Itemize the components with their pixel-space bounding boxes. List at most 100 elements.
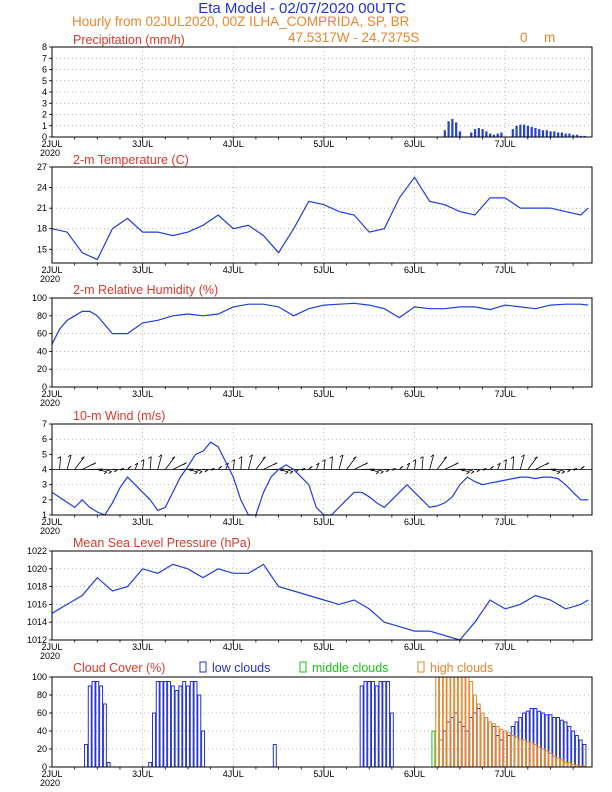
wind-barb bbox=[519, 454, 525, 470]
y-tick-label: 3 bbox=[42, 480, 47, 490]
panel-4: 1 2 3 4 5 6 7 2JUL 3JUL 4JUL 5JUL 6JUL 7JUL 2020 10-m … bbox=[40, 409, 593, 536]
wind-barb bbox=[97, 469, 108, 473]
x-tick-label: 7JUL bbox=[495, 389, 516, 399]
precip-bar bbox=[560, 132, 563, 137]
precip-bar bbox=[443, 130, 446, 137]
wind-barb-flag bbox=[497, 462, 501, 466]
y-tick-label: 5 bbox=[42, 76, 47, 86]
y-tick-label: 5 bbox=[42, 449, 47, 459]
panel-title: 2-m Temperature (C) bbox=[73, 153, 189, 167]
middle-cloud-bar bbox=[431, 730, 436, 768]
low-cloud-bar bbox=[382, 681, 387, 768]
precip-bar bbox=[485, 131, 488, 137]
wind-barb bbox=[557, 469, 565, 472]
wind-barb bbox=[331, 456, 333, 470]
wind-barb bbox=[255, 456, 266, 470]
y-tick-label: 20 bbox=[37, 364, 47, 374]
precip-bar bbox=[481, 129, 484, 137]
high-cloud-bar bbox=[537, 746, 542, 768]
x-tick-label: 6JUL bbox=[404, 642, 425, 652]
elevation-value: 0 bbox=[520, 30, 528, 45]
plot-frame bbox=[51, 550, 593, 641]
precip-bar bbox=[515, 125, 518, 137]
legend-high-swatch bbox=[417, 661, 425, 673]
chart-title: Eta Model - 02/07/2020 00UTC bbox=[198, 0, 406, 17]
high-cloud-bar bbox=[522, 739, 527, 768]
low-cloud-bar bbox=[170, 685, 175, 768]
precip-bar bbox=[523, 124, 526, 137]
high-cloud-bar bbox=[495, 726, 500, 768]
y-tick-label: 6 bbox=[42, 434, 47, 444]
y-tick-label: 1 bbox=[42, 121, 47, 131]
low-cloud-bar bbox=[99, 685, 104, 768]
panel-5: 1012 1014 1016 1018 1020 1022 2JUL 3JUL 4JUL 5JUL… bbox=[27, 536, 593, 661]
wind-barb bbox=[187, 469, 198, 473]
wind-barb bbox=[414, 459, 417, 470]
wind-barb-flag bbox=[198, 471, 203, 474]
high-cloud-bar bbox=[556, 757, 560, 768]
x-tick-label: 3JUL bbox=[132, 139, 153, 149]
low-cloud-bar bbox=[389, 712, 394, 768]
wind-barb-flag bbox=[352, 456, 357, 460]
y-tick-label: 60 bbox=[37, 708, 47, 718]
x-tick-label: 2JUL bbox=[41, 517, 62, 527]
wind-barb-flag bbox=[190, 468, 194, 472]
wind-barb bbox=[369, 469, 380, 473]
precip-bar bbox=[477, 128, 480, 137]
wind-barb bbox=[376, 469, 384, 472]
wind-barb bbox=[66, 454, 72, 470]
plot-frame bbox=[51, 676, 593, 768]
series-line bbox=[51, 302, 589, 345]
y-tick-label: 27 bbox=[37, 162, 47, 172]
low-cloud-bar bbox=[174, 690, 179, 768]
low-cloud-bar bbox=[178, 685, 183, 768]
y-tick-label: 15 bbox=[37, 244, 47, 254]
low-cloud-bar bbox=[574, 735, 579, 768]
low-cloud-bar bbox=[567, 726, 572, 768]
high-cloud-bar bbox=[518, 739, 523, 768]
y-tick-label: 0 bbox=[42, 762, 47, 772]
wind-barb-flag bbox=[148, 456, 152, 459]
high-cloud-bar bbox=[450, 676, 455, 768]
x-tick-label: 5JUL bbox=[313, 517, 334, 527]
x-tick-label: 5JUL bbox=[313, 139, 334, 149]
x-tick-label: 4JUL bbox=[223, 769, 244, 779]
low-cloud-bar bbox=[201, 730, 206, 768]
x-tick-label: 4JUL bbox=[223, 517, 244, 527]
x-tick-label: 6JUL bbox=[404, 265, 425, 275]
precip-bar bbox=[455, 122, 458, 137]
wind-barb-flag bbox=[567, 469, 571, 473]
wind-barb bbox=[142, 459, 145, 470]
wind-barb bbox=[286, 469, 293, 472]
wind-barb-flag bbox=[490, 465, 494, 469]
wind-barb-flag bbox=[375, 471, 380, 475]
y-tick-label: 1016 bbox=[27, 599, 47, 609]
y-tick-label: 2 bbox=[42, 495, 47, 505]
wind-barb-flag bbox=[406, 462, 410, 466]
precip-bar bbox=[530, 126, 533, 137]
wind-barb-flag bbox=[503, 459, 507, 462]
low-cloud-bar bbox=[95, 681, 100, 768]
x-tick-label: 7JUL bbox=[495, 139, 516, 149]
low-cloud-bar bbox=[197, 694, 202, 768]
wind-barb bbox=[240, 456, 243, 470]
low-cloud-bar bbox=[193, 681, 198, 768]
low-cloud-bar bbox=[159, 681, 164, 768]
wind-barb-flag bbox=[92, 462, 97, 466]
high-cloud-bar bbox=[548, 753, 553, 768]
high-cloud-bar bbox=[514, 736, 519, 768]
y-tick-label: 1018 bbox=[27, 582, 47, 592]
y-tick-label: 80 bbox=[37, 311, 47, 321]
high-cloud-bar bbox=[484, 717, 489, 768]
high-cloud-bar bbox=[476, 703, 481, 768]
wind-barb bbox=[429, 454, 435, 470]
legend-high-label: high clouds bbox=[430, 661, 493, 675]
low-cloud-bar bbox=[363, 681, 368, 768]
high-cloud-bar bbox=[529, 742, 534, 768]
precip-bar bbox=[451, 119, 454, 137]
x-tick-label: 5JUL bbox=[313, 769, 334, 779]
low-cloud-bar bbox=[182, 681, 187, 768]
wind-barb bbox=[459, 469, 470, 473]
precip-bar bbox=[492, 134, 496, 137]
